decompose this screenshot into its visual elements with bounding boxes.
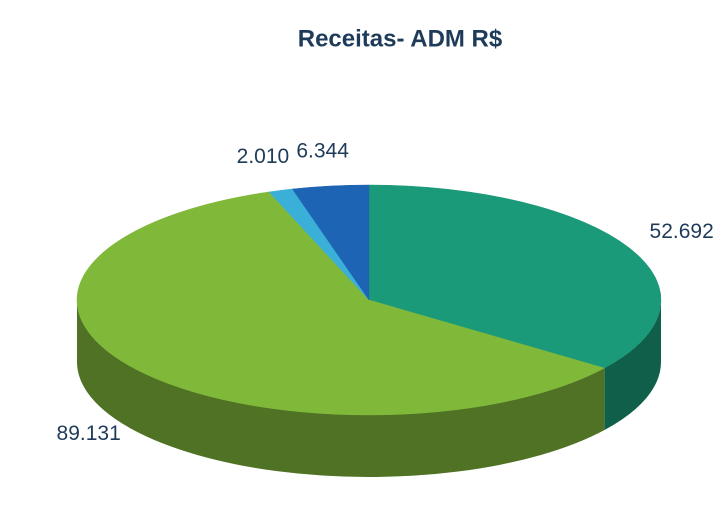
data-label: 52.692 (650, 220, 714, 243)
data-label: 6.344 (296, 139, 349, 162)
pie-slice (76, 191, 605, 416)
pie-slice (291, 184, 370, 301)
pie-side (604, 300, 661, 431)
data-label: 2.010 (237, 145, 290, 168)
chart-title: Receitas- ADM R$ (298, 25, 503, 52)
data-label: 89.131 (57, 422, 121, 445)
pie-side (77, 300, 605, 477)
pie-slice (368, 184, 662, 369)
